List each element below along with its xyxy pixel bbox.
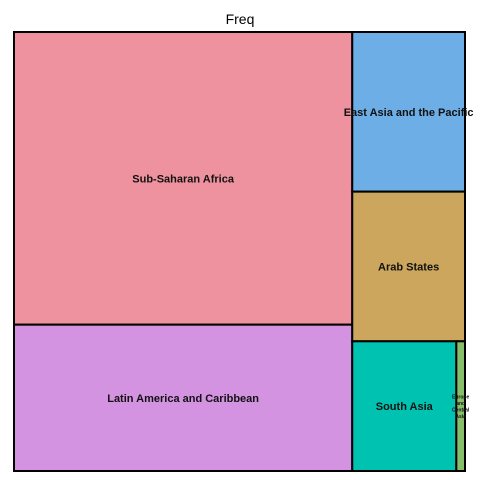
tile-label-east-asia-and-the-pacific: East Asia and the Pacific: [344, 107, 474, 119]
tile-south-asia: [351, 340, 458, 472]
tile-label-latin-america-and-caribbean: Latin America and Caribbean: [107, 393, 259, 405]
tile-label-south-asia: South Asia: [376, 401, 434, 413]
tile-label-sub-saharan-africa: Sub-Saharan Africa: [132, 173, 235, 185]
tile-arab-states: [351, 190, 466, 343]
tile-east-asia-and-the-pacific: [351, 31, 466, 193]
tile-latin-america-and-caribbean: [13, 323, 354, 472]
tile-label-arab-states: Arab States: [378, 261, 439, 273]
tile-label-europe-and-central-asia: Europe and Central Asia: [452, 394, 470, 420]
chart-title: Freq: [225, 11, 255, 27]
tile-europe-and-central-asia: [455, 340, 467, 472]
